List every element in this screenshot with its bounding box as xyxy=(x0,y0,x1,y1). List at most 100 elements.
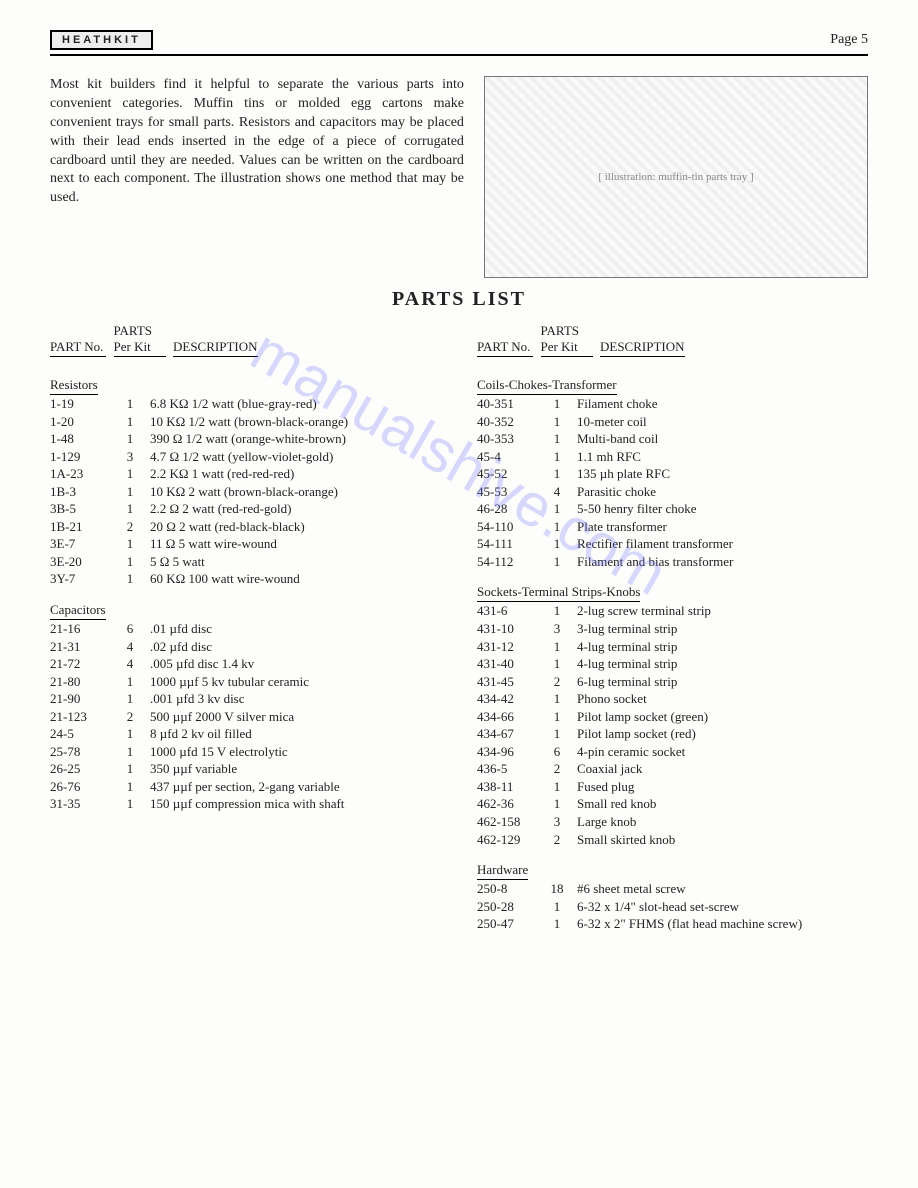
cell-desc: 6-lug terminal strip xyxy=(577,673,868,691)
cell-desc: 10 KΩ 2 watt (brown-black-orange) xyxy=(150,483,441,501)
cell-desc: 6.8 KΩ 1/2 watt (blue-gray-red) xyxy=(150,395,441,413)
parts-row: 1B-3110 KΩ 2 watt (brown-black-orange) xyxy=(50,483,441,501)
parts-row: 21-901.001 µfd 3 kv disc xyxy=(50,690,441,708)
cell-part: 1A-23 xyxy=(50,465,110,483)
cell-qty: 1 xyxy=(537,915,577,933)
cell-qty: 1 xyxy=(537,518,577,536)
group-title: Sockets-Terminal Strips-Knobs xyxy=(477,584,640,602)
cell-qty: 4 xyxy=(537,483,577,501)
cell-part: 434-96 xyxy=(477,743,537,761)
cell-desc: 6-32 x 1/4" slot-head set-screw xyxy=(577,898,868,916)
hdr-desc: DESCRIPTION xyxy=(173,339,258,357)
cell-desc: .02 µfd disc xyxy=(150,638,441,656)
cell-desc: 3-lug terminal strip xyxy=(577,620,868,638)
parts-row: 1-20110 KΩ 1/2 watt (brown-black-orange) xyxy=(50,413,441,431)
parts-row: 250-818#6 sheet metal screw xyxy=(477,880,868,898)
cell-qty: 3 xyxy=(537,620,577,638)
cell-desc: 2-lug screw terminal strip xyxy=(577,602,868,620)
cell-part: 54-111 xyxy=(477,535,537,553)
cell-part: 3Y-7 xyxy=(50,570,110,588)
cell-part: 462-36 xyxy=(477,795,537,813)
cell-desc: Multi-band coil xyxy=(577,430,868,448)
cell-part: 21-72 xyxy=(50,655,110,673)
parts-row: 250-2816-32 x 1/4" slot-head set-screw xyxy=(477,898,868,916)
cell-qty: 1 xyxy=(537,430,577,448)
group-title: Resistors xyxy=(50,377,98,395)
cell-part: 3B-5 xyxy=(50,500,110,518)
parts-row: 434-9664-pin ceramic socket xyxy=(477,743,868,761)
hdr-qty: PARTS Per Kit xyxy=(541,323,593,357)
parts-row: 54-1101Plate transformer xyxy=(477,518,868,536)
cell-desc: #6 sheet metal screw xyxy=(577,880,868,898)
cell-part: 250-8 xyxy=(477,880,537,898)
cell-part: 1-19 xyxy=(50,395,110,413)
cell-qty: 1 xyxy=(110,413,150,431)
cell-qty: 1 xyxy=(537,725,577,743)
cell-part: 40-352 xyxy=(477,413,537,431)
cell-qty: 1 xyxy=(537,395,577,413)
cell-qty: 1 xyxy=(537,690,577,708)
cell-qty: 1 xyxy=(110,795,150,813)
parts-row: 45-534Parasitic choke xyxy=(477,483,868,501)
cell-part: 3E-7 xyxy=(50,535,110,553)
cell-part: 21-16 xyxy=(50,620,110,638)
parts-row: 3E-7111 Ω 5 watt wire-wound xyxy=(50,535,441,553)
parts-tray-illustration: [ illustration: muffin-tin parts tray ] xyxy=(484,76,868,278)
cell-qty: 1 xyxy=(537,465,577,483)
cell-qty: 1 xyxy=(537,778,577,796)
hdr-part: PART No. xyxy=(50,339,106,357)
cell-qty: 2 xyxy=(110,708,150,726)
parts-row: 21-1232500 µµf 2000 V silver mica xyxy=(50,708,441,726)
cell-desc: 6-32 x 2" FHMS (flat head machine screw) xyxy=(577,915,868,933)
cell-part: 431-40 xyxy=(477,655,537,673)
cell-part: 45-53 xyxy=(477,483,537,501)
intro-row: Most kit builders find it helpful to sep… xyxy=(50,76,868,278)
cell-desc: 8 µfd 2 kv oil filled xyxy=(150,725,441,743)
cell-part: 3E-20 xyxy=(50,553,110,571)
left-column: PART No. PARTS Per Kit DESCRIPTION Resis… xyxy=(50,323,441,933)
cell-part: 45-4 xyxy=(477,448,537,466)
cell-qty: 2 xyxy=(537,831,577,849)
cell-qty: 1 xyxy=(537,535,577,553)
parts-row: 3E-2015 Ω 5 watt xyxy=(50,553,441,571)
cell-qty: 6 xyxy=(110,620,150,638)
hdr-desc: DESCRIPTION xyxy=(600,339,685,357)
cell-qty: 1 xyxy=(537,448,577,466)
cell-desc: Plate transformer xyxy=(577,518,868,536)
cell-desc: 4.7 Ω 1/2 watt (yellow-violet-gold) xyxy=(150,448,441,466)
cell-part: 40-353 xyxy=(477,430,537,448)
cell-qty: 1 xyxy=(110,778,150,796)
cell-qty: 1 xyxy=(110,743,150,761)
cell-qty: 1 xyxy=(537,898,577,916)
cell-part: 26-25 xyxy=(50,760,110,778)
cell-part: 438-11 xyxy=(477,778,537,796)
parts-row: 1-12934.7 Ω 1/2 watt (yellow-violet-gold… xyxy=(50,448,441,466)
cell-part: 436-5 xyxy=(477,760,537,778)
cell-desc: Rectifier filament transformer xyxy=(577,535,868,553)
column-header: PART No. PARTS Per Kit DESCRIPTION xyxy=(50,323,441,357)
cell-part: 250-47 xyxy=(477,915,537,933)
parts-row: 431-4014-lug terminal strip xyxy=(477,655,868,673)
cell-qty: 1 xyxy=(537,655,577,673)
page-header: HEATHKIT Page 5 xyxy=(50,30,868,56)
brand-logo: HEATHKIT xyxy=(50,30,153,50)
cell-desc: 350 µµf variable xyxy=(150,760,441,778)
parts-row: 462-361Small red knob xyxy=(477,795,868,813)
cell-qty: 1 xyxy=(110,430,150,448)
group-title: Coils-Chokes-Transformer xyxy=(477,377,617,395)
hdr-part: PART No. xyxy=(477,339,533,357)
parts-row: 46-2815-50 henry filter choke xyxy=(477,500,868,518)
cell-qty: 18 xyxy=(537,880,577,898)
cell-desc: .01 µfd disc xyxy=(150,620,441,638)
parts-row: 21-314.02 µfd disc xyxy=(50,638,441,656)
parts-row: 31-351150 µµf compression mica with shaf… xyxy=(50,795,441,813)
cell-desc: 10 KΩ 1/2 watt (brown-black-orange) xyxy=(150,413,441,431)
group-title: Hardware xyxy=(477,862,528,880)
cell-desc: 1000 µµf 5 kv tubular ceramic xyxy=(150,673,441,691)
cell-desc: Phono socket xyxy=(577,690,868,708)
cell-part: 1-48 xyxy=(50,430,110,448)
parts-row: 40-3511Filament choke xyxy=(477,395,868,413)
cell-qty: 1 xyxy=(537,708,577,726)
cell-qty: 1 xyxy=(537,795,577,813)
parts-row: 1B-21220 Ω 2 watt (red-black-black) xyxy=(50,518,441,536)
